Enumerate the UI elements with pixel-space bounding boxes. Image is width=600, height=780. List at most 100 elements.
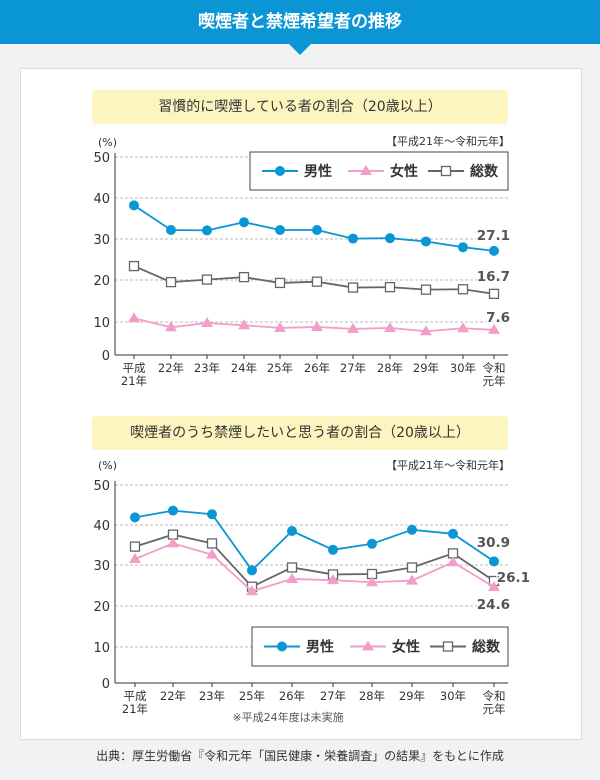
chart1-data-point [384, 321, 396, 332]
chart1-x-tick-label: 28年 [377, 361, 403, 375]
chart2-legend-label: 男性 [306, 639, 334, 656]
chart1-data-point [238, 271, 250, 283]
chart1-data-point [201, 316, 213, 327]
chart1-y-unit: (%) [98, 136, 117, 149]
chart1-data-point [275, 224, 285, 235]
chart2-legend-marker [277, 641, 287, 652]
chart1-x-tick-label: 26年 [304, 361, 330, 375]
chart2-x-tick-label: 30年 [440, 689, 466, 703]
chart2-data-point [130, 512, 140, 523]
chart1-legend-marker [360, 165, 372, 175]
chart1-x-tick-label: 21年 [121, 374, 147, 388]
chart1-y-tick-label: 20 [93, 274, 110, 289]
chart1-title: 習慣的に喫煙している者の割合（20歳以上） [92, 90, 508, 124]
chart1-data-point [458, 242, 468, 253]
chart2-data-point [286, 572, 298, 583]
chart2-x-tick-label: 25年 [239, 689, 265, 703]
chart1-data-point [420, 325, 432, 336]
chart2-x-tick-label: 元年 [483, 702, 506, 716]
page-header: 喫煙者と禁煙希望者の推移 [0, 0, 600, 44]
chart1-x-tick-label: 22年 [158, 361, 184, 375]
chart2-x-tick-label: 26年 [279, 689, 305, 703]
header-pointer [289, 44, 311, 55]
chart2-data-point [129, 553, 141, 563]
chart1-legend-marker [440, 165, 452, 177]
chart1-data-point [238, 319, 250, 330]
chart1-data-point [385, 233, 395, 244]
chart1-data-point [421, 236, 431, 247]
chart2-end-label: 24.6 [477, 597, 510, 613]
chart1-data-point [311, 276, 323, 287]
source-footer: 出典：厚生労働省『令和元年「国民健康・栄養調査」の結果』をもとに作成 [96, 749, 504, 763]
chart2-data-point [246, 585, 258, 596]
chart1-data-point [274, 321, 286, 332]
chart2-data-point [406, 562, 418, 573]
chart2-data-point [286, 562, 298, 573]
chart1-legend-label: 総数 [470, 163, 499, 180]
chart1-x-tick-label: 27年 [340, 361, 366, 375]
chart2-data-point [206, 548, 218, 559]
chart2-data-point [366, 576, 378, 587]
chart1-x-tick-label: 30年 [450, 361, 476, 375]
chart1-x-tick-label: 元年 [483, 374, 506, 388]
chart2-y-tick-label: 30 [93, 559, 110, 574]
chart2-y-tick-label: 20 [93, 600, 110, 615]
chart2-title: 喫煙者のうち禁煙したいと思う者の割合（20歳以上） [92, 416, 508, 450]
chart1-data-point [347, 322, 359, 333]
chart2-legend-label: 女性 [392, 639, 420, 656]
chart1-data-point [347, 282, 359, 293]
chart1-data-point [239, 217, 249, 228]
chart2-series-line-2 [134, 533, 495, 588]
chart2-x-tick-label: 22年 [160, 689, 186, 703]
chart2-data-point [407, 524, 417, 535]
chart2-x-tick-label: 27年 [320, 689, 346, 703]
chart2-data-point [448, 528, 458, 539]
chart1-x-tick-label: 25年 [267, 361, 293, 375]
chart1-data-point [488, 323, 500, 334]
chart1-legend-label: 男性 [304, 163, 332, 180]
chart2-x-tick-label: 21年 [122, 702, 148, 716]
chart1-data-point [165, 321, 177, 332]
chart1-data-point [488, 288, 500, 300]
chart1-end-label: 16.7 [477, 269, 510, 285]
chart2-data-point [168, 505, 178, 516]
chart2-data-point [206, 538, 218, 549]
chart1-x-tick-label: 24年 [231, 361, 257, 375]
chart1-data-point [348, 233, 358, 244]
chart2-series-line-1 [134, 542, 495, 593]
chart2-data-point [488, 581, 500, 592]
chart2-x-tick-label: 平成 [124, 689, 147, 703]
chart2-legend-marker [362, 640, 374, 651]
chart1-data-point [311, 320, 323, 331]
chart2-y-tick-label: 10 [93, 641, 110, 656]
chart1-data-point [128, 312, 140, 323]
chart2-data-point [247, 565, 257, 576]
chart1-data-point [384, 281, 396, 293]
chart1-x-tick-label: 29年 [413, 361, 439, 375]
chart1-data-point [202, 225, 212, 236]
chart2-data-point [327, 574, 339, 585]
chart2-data-point [167, 537, 179, 548]
chart1-data-point [420, 284, 432, 295]
chart1-legend-label: 女性 [390, 163, 418, 180]
chart2-note: ※平成24年度は未実施 [232, 710, 343, 724]
chart2-x-tick-label: 29年 [399, 689, 425, 703]
chart2-period: 【平成21年〜令和元年】 [386, 458, 510, 472]
chart2-data-point [489, 556, 499, 567]
chart2-data-point [287, 526, 297, 536]
chart1-y-tick-label: 10 [93, 316, 110, 331]
chart2-y-unit: (%) [98, 459, 117, 472]
chart1-y-tick-label: 50 [93, 151, 110, 166]
chart1-x-tick-label: 23年 [194, 361, 220, 375]
chart2-x-tick-label: 28年 [359, 689, 385, 703]
chart1-data-point [489, 245, 499, 256]
chart2-y-tick-label: 50 [93, 479, 110, 494]
chart2-data-point [367, 538, 377, 549]
chart2-y-tick-label: 0 [102, 677, 110, 692]
chart1-end-label: 27.1 [477, 228, 510, 244]
chart2-data-point [447, 556, 459, 567]
chart2-end-label: 26.1 [497, 570, 530, 586]
chart2-data-point [207, 509, 217, 520]
chart2-end-label: 30.9 [477, 535, 510, 551]
